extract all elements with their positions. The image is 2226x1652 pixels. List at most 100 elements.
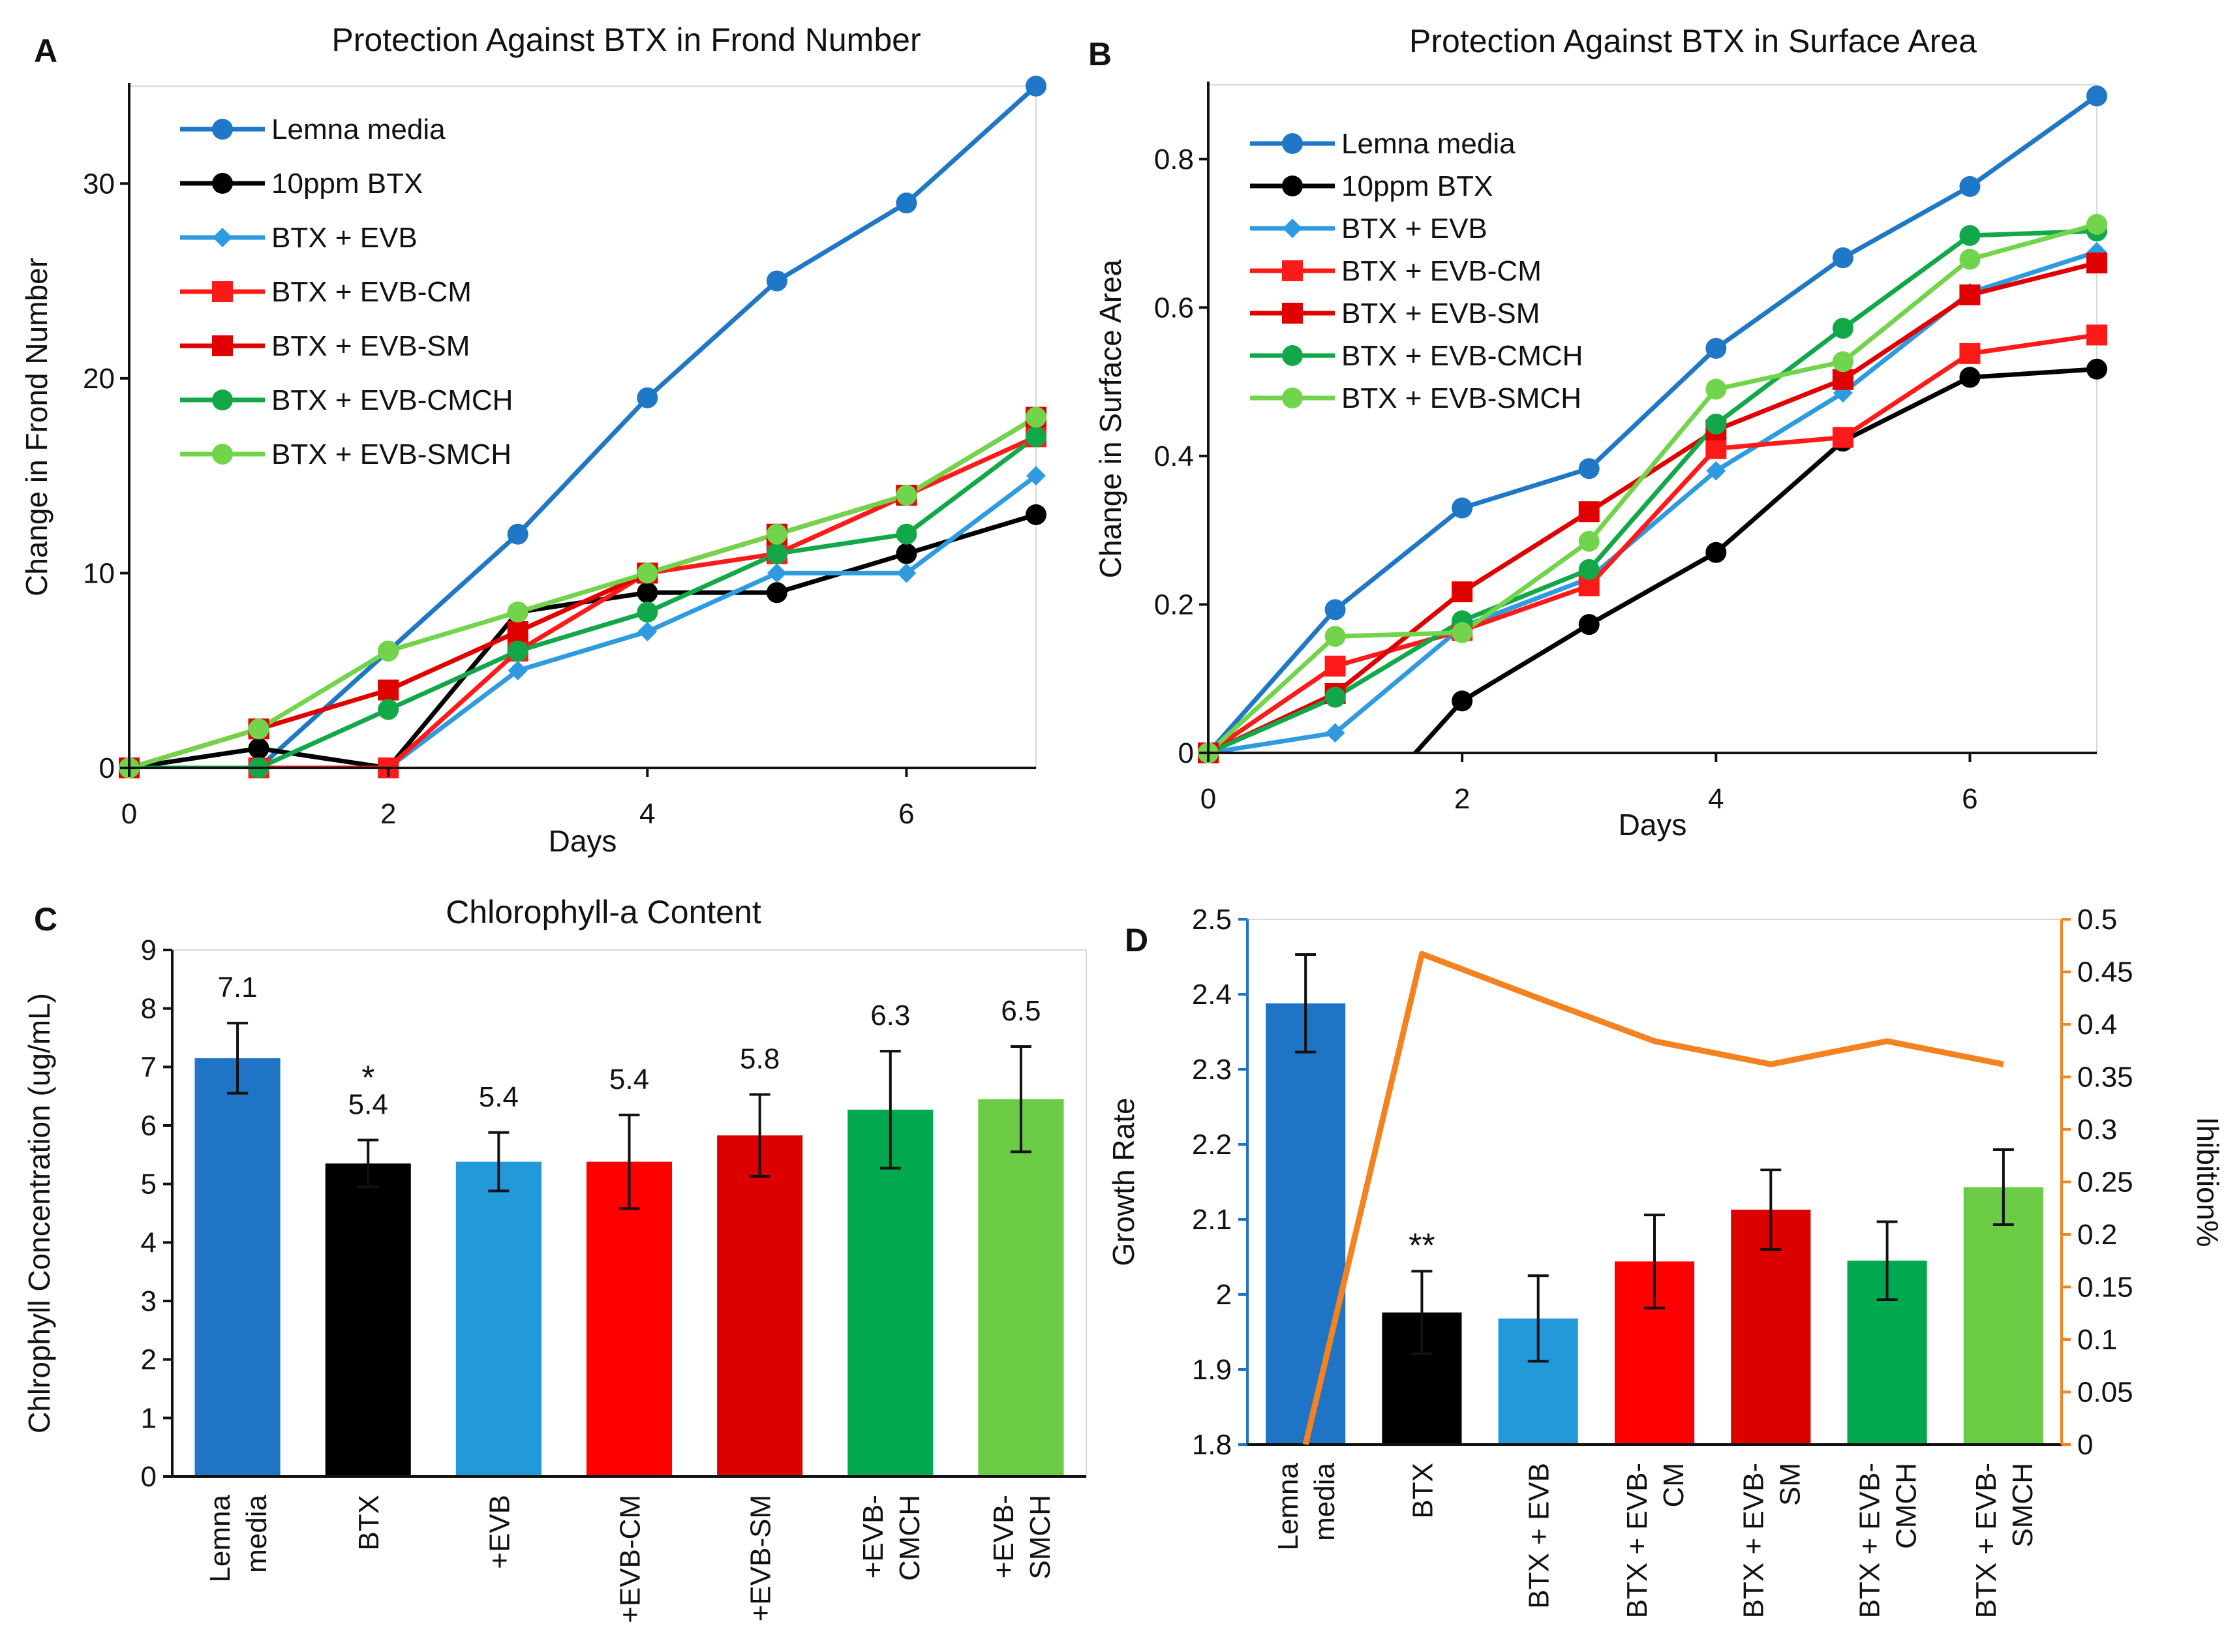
data-point — [896, 485, 917, 506]
data-point — [1026, 406, 1046, 428]
series-line — [129, 435, 1037, 768]
data-point — [1026, 466, 1046, 486]
y2-tick-label: 0.5 — [2077, 904, 2117, 936]
x-category-label: BTX + EVB — [1523, 1463, 1555, 1609]
data-point — [1026, 504, 1046, 525]
legend-label: BTX + EVB-SM — [271, 330, 470, 362]
y-tick-label: 3 — [141, 1285, 157, 1317]
x-category-label: Lemna — [1272, 1462, 1304, 1550]
y2-tick-label: 0.1 — [2077, 1324, 2117, 1356]
x-tick-label: 6 — [898, 798, 914, 830]
y-axis-label: Change in Frond Number — [20, 258, 53, 596]
data-point — [896, 192, 917, 214]
data-point — [507, 523, 528, 545]
data-label: 5.4 — [609, 1063, 649, 1095]
inhibition-line — [1302, 951, 2004, 1446]
data-point — [2086, 213, 2107, 235]
significance-marker: * — [361, 1059, 374, 1097]
data-point — [1452, 690, 1473, 712]
panel-letter: A — [34, 33, 57, 69]
y-tick-label: 10 — [83, 557, 115, 589]
x-category-label: +EVB- — [988, 1495, 1020, 1578]
bar — [717, 1135, 803, 1476]
y-tick-label: 0.8 — [1154, 144, 1194, 176]
x-category-label: +EVB — [483, 1495, 515, 1569]
data-point — [508, 660, 528, 681]
series-line — [129, 474, 1038, 768]
data-point — [1705, 542, 1727, 563]
x-category-label: media — [241, 1494, 273, 1572]
series-line — [1208, 260, 2097, 753]
x-tick-label: 0 — [1200, 783, 1216, 815]
data-point — [1452, 581, 1473, 603]
legend-label: BTX + EVB-CMCH — [1341, 340, 1583, 372]
data-point — [507, 602, 528, 623]
chart-title: Chlorophyll-a Content — [446, 894, 761, 930]
data-label: 6.3 — [870, 1000, 910, 1032]
legend-marker — [1283, 219, 1302, 238]
x-category-label: BTX + EVB- — [1737, 1463, 1769, 1618]
series-line — [129, 84, 1038, 768]
x-category-label: Lemna — [204, 1494, 236, 1582]
y-tick-label: 2 — [1216, 1279, 1232, 1311]
x-tick-label: 0 — [121, 798, 137, 830]
y-axis-label: Growth Rate — [1106, 1097, 1140, 1266]
legend-marker — [213, 228, 232, 247]
data-point — [2086, 324, 2107, 346]
legend-label: Lemna media — [271, 114, 446, 145]
data-point — [507, 640, 528, 662]
data-point — [1324, 655, 1346, 677]
legend-marker — [1282, 388, 1303, 408]
data-point — [637, 582, 658, 604]
y-tick-label: 0 — [141, 1461, 157, 1493]
y-tick-label: 7 — [141, 1051, 157, 1083]
legend-label: BTX + EVB-SMCH — [271, 438, 511, 470]
data-point — [1578, 530, 1600, 552]
y-tick-label: 1.8 — [1192, 1429, 1232, 1461]
bar — [194, 1058, 281, 1476]
data-point — [637, 602, 658, 623]
data-point — [637, 622, 658, 641]
legend-marker — [212, 281, 233, 302]
series-line — [1208, 94, 2099, 753]
data-point — [1324, 686, 1346, 708]
panel-b-surface-area-chart: B Protection Against BTX in Surface Area 0… — [1088, 23, 2107, 842]
legend-label: BTX + EVB-CM — [1341, 255, 1542, 287]
data-point — [637, 387, 658, 408]
legend-label: BTX + EVB — [271, 222, 418, 254]
y2-tick-label: 0.25 — [2077, 1167, 2133, 1199]
data-point — [1026, 76, 1046, 97]
bar — [978, 1099, 1064, 1476]
legend-marker — [1282, 176, 1303, 196]
data-point — [2086, 358, 2107, 380]
panel-letter: C — [34, 901, 57, 938]
legend-label: BTX + EVB — [1341, 213, 1487, 245]
data-point — [1959, 343, 1981, 364]
data-point — [1959, 367, 1981, 388]
legend-marker — [212, 444, 233, 465]
x-axis-label: Days — [549, 824, 617, 858]
y-axis-label: Change in Surface Area — [1093, 259, 1127, 578]
data-point — [1452, 497, 1473, 519]
plot-area — [129, 85, 1037, 769]
x-axis-label: Days — [1619, 808, 1687, 842]
series-line — [1208, 228, 2097, 753]
data-point — [1324, 599, 1346, 620]
x-tick-label: 4 — [639, 798, 655, 830]
data-point — [1578, 558, 1600, 580]
data-point — [896, 563, 917, 583]
data-point — [766, 582, 787, 604]
data-point — [1578, 614, 1600, 635]
y2-tick-label: 0.3 — [2077, 1114, 2117, 1146]
x-category-label: SMCH — [2007, 1463, 2039, 1548]
bar — [1266, 1003, 1346, 1445]
data-point — [767, 563, 787, 583]
x-category-label: CMCH — [894, 1495, 926, 1581]
y-tick-label: 20 — [83, 363, 115, 395]
data-label: 5.8 — [740, 1043, 780, 1075]
data-point — [248, 718, 269, 740]
panel-d-growth-rate-chart: D 1.8 1.9 2 2.1 2.2 2.3 2.4 2.5 Lemna media ** BTX BT… — [1106, 904, 2225, 1618]
y2-tick-label: 0.35 — [2077, 1062, 2133, 1094]
legend-marker — [1282, 260, 1303, 281]
x-tick-label: 2 — [1454, 783, 1470, 815]
